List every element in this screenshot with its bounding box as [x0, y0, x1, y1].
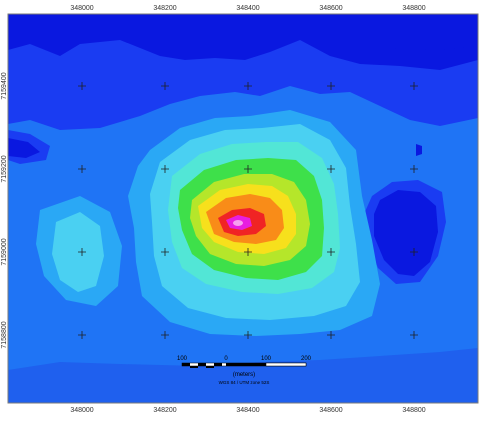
- x-tick-label: 348800: [402, 407, 425, 414]
- scale-label: 100: [261, 356, 272, 362]
- scale-bar: 100 0 100 200 (meters) WGS 84 / UTM zone…: [177, 356, 312, 385]
- scale-label: 0: [224, 356, 228, 362]
- y-tick-label: 7159400: [1, 72, 8, 99]
- contour-band-west-lowest: [8, 138, 40, 158]
- x-tick-label: 348400: [236, 5, 259, 12]
- x-tick-label: 348200: [153, 407, 176, 414]
- x-tick-label: 348600: [319, 5, 342, 12]
- contour-band-peak-core: [233, 220, 243, 226]
- x-tick-label: 348400: [236, 407, 259, 414]
- contour-band-east-lowest: [374, 190, 438, 276]
- x-tick-label: 348000: [70, 407, 93, 414]
- contour-band-south: [8, 348, 478, 403]
- contour-band-east-pocket: [416, 144, 422, 156]
- scale-label: 100: [177, 356, 188, 362]
- x-tick-label: 348800: [402, 5, 425, 12]
- scale-unit: (meters): [233, 372, 255, 378]
- x-tick-label: 348200: [153, 5, 176, 12]
- x-tick-label: 348600: [319, 407, 342, 414]
- scale-label: 200: [301, 356, 312, 362]
- y-axis-left: 7159400 7159200 7159000 7158800: [1, 72, 8, 348]
- x-tick-label: 348000: [70, 5, 93, 12]
- y-tick-label: 7158800: [1, 321, 8, 348]
- contour-band-ne-lowest: [300, 14, 478, 50]
- y-tick-label: 7159200: [1, 155, 8, 182]
- y-tick-label: 7159000: [1, 238, 8, 265]
- map-border: [7, 13, 479, 404]
- scale-projection: WGS 84 / UTM zone 52S: [219, 380, 270, 385]
- contour-fill: [8, 14, 478, 403]
- x-axis-bottom: 348000 348200 348400 348600 348800: [70, 407, 425, 414]
- grid-crosses: [78, 82, 418, 339]
- x-axis-top: 348000 348200 348400 348600 348800: [70, 5, 425, 12]
